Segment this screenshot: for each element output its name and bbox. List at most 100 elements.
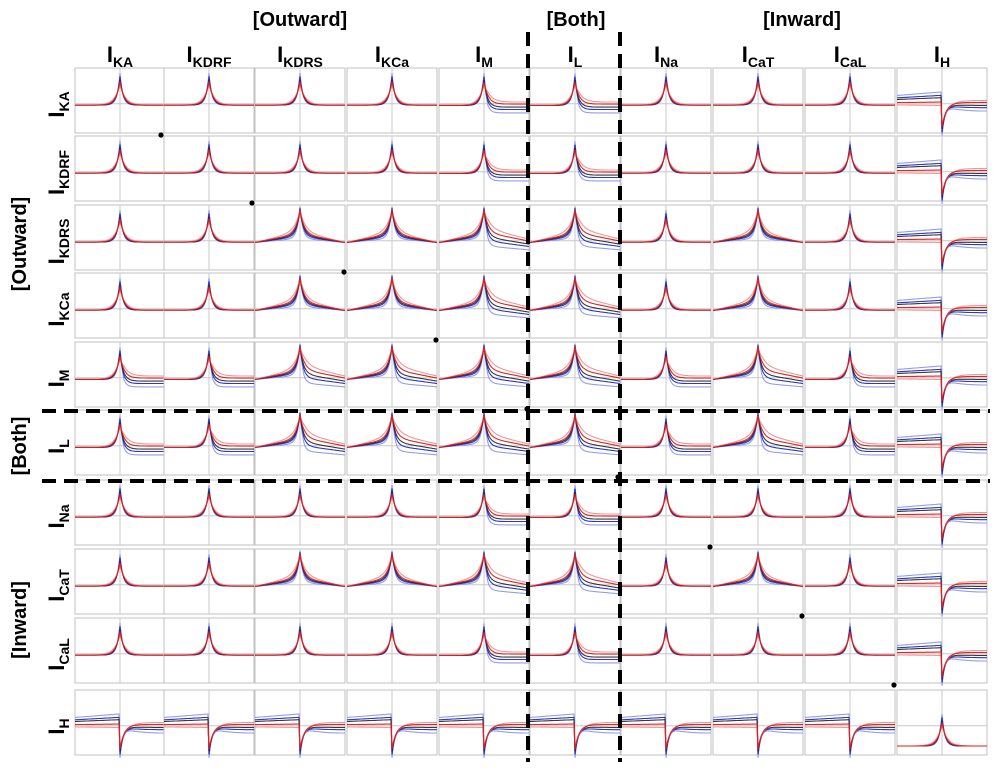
- panel-kdrf-ka: [74, 135, 166, 202]
- series-line-4: [75, 723, 165, 750]
- column-label-cal: ICaL: [834, 42, 867, 70]
- panel-na-l: [529, 479, 621, 546]
- col-group-label-both: [Both]: [547, 9, 606, 31]
- series-line-0: [896, 572, 987, 617]
- series-line-4: [164, 355, 254, 380]
- series-line-4: [164, 631, 254, 656]
- panel-m-l: [529, 341, 621, 408]
- series-line-4: [621, 81, 711, 106]
- panel-m-ka: [74, 341, 166, 408]
- panel-l-kca: [346, 409, 438, 476]
- series-line-4: [75, 81, 165, 106]
- column-label-cat: ICaT: [742, 42, 775, 70]
- panel-kca-cal: [804, 272, 896, 339]
- panel-l-cal: [804, 409, 896, 476]
- row-label-l: IL: [44, 439, 72, 454]
- series-line-4: [897, 582, 987, 609]
- panel-cat-na: [620, 548, 712, 615]
- series-line-0: [896, 159, 987, 204]
- group-dividers: [42, 32, 990, 762]
- column-label-m: IM: [475, 42, 493, 70]
- series-line-4: [529, 209, 621, 243]
- col-group-label-inward: [Inward]: [763, 9, 841, 31]
- series-line-4: [621, 218, 711, 243]
- series-line-1: [897, 436, 987, 475]
- series-line-1: [530, 716, 620, 755]
- series-line-4: [621, 286, 711, 311]
- series-line-4: [439, 149, 529, 174]
- series-line-1: [164, 716, 254, 755]
- panel-cal-m: [438, 617, 530, 684]
- panel-ka-kca: [346, 67, 438, 134]
- panel-cat-kca: [346, 548, 438, 615]
- series-line-0: [74, 713, 165, 758]
- row-label-cal: ICaL: [44, 638, 72, 671]
- series-line-4: [621, 149, 711, 174]
- series-line-0: [346, 713, 437, 758]
- panel-l-l: [529, 409, 621, 476]
- series-line-4: [164, 723, 254, 750]
- series-line-4: [347, 493, 437, 518]
- panel-cat-ka: [74, 548, 166, 615]
- series-line-2: [897, 302, 987, 335]
- panel-kca-m: [438, 272, 530, 339]
- row-label-kdrs: IKDRS: [44, 219, 72, 265]
- series-line-0: [438, 713, 529, 758]
- series-line-4: [529, 346, 621, 380]
- panel-ka-kdrs: [254, 67, 346, 134]
- series-line-4: [346, 553, 438, 587]
- series-line-4: [529, 553, 621, 587]
- panel-cat-cat: [712, 548, 804, 615]
- series-line-1: [255, 716, 345, 755]
- panel-na-kdrf: [163, 479, 255, 546]
- series-line-4: [805, 218, 895, 243]
- series-line-2: [897, 647, 987, 680]
- panel-ka-cal: [804, 67, 896, 134]
- panel-na-h: [896, 479, 988, 548]
- panel-cal-ka: [74, 617, 166, 684]
- panel-kdrs-l: [529, 204, 621, 271]
- panel-na-kca: [346, 479, 438, 546]
- series-line-4: [621, 355, 711, 380]
- series-line-4: [712, 414, 804, 448]
- series-line-4: [164, 493, 254, 518]
- panel-cal-l: [529, 617, 621, 684]
- panel-cal-cat: [712, 617, 804, 684]
- panel-m-cat: [712, 341, 804, 408]
- series-line-2: [75, 719, 165, 752]
- series-line-4: [347, 81, 437, 106]
- series-line-4: [439, 81, 529, 106]
- panel-h-ka: [74, 689, 166, 758]
- panel-h-cat: [712, 689, 804, 758]
- panel-kca-na: [620, 272, 712, 339]
- panel-kca-kdrs: [254, 272, 346, 339]
- series-line-2: [897, 509, 987, 542]
- series-line-4: [897, 513, 987, 540]
- panel-m-na: [620, 341, 712, 408]
- panel-ka-ka: [74, 67, 166, 134]
- diagonal-marker-cal: [891, 682, 897, 688]
- panel-na-kdrs: [254, 479, 346, 546]
- series-line-4: [347, 631, 437, 656]
- series-line-4: [530, 723, 620, 750]
- series-line-1: [897, 644, 987, 683]
- series-line-0: [712, 713, 803, 758]
- panel-h-kca: [346, 689, 438, 758]
- panel-m-h: [896, 341, 988, 410]
- series-line-0: [620, 713, 711, 758]
- series-line-4: [712, 346, 804, 380]
- panel-kdrf-l: [529, 135, 621, 202]
- series-line-4: [347, 723, 437, 750]
- series-line-1: [897, 299, 987, 338]
- series-line-0: [896, 641, 987, 686]
- panel-kdrs-kca: [346, 204, 438, 271]
- series-line-4: [75, 218, 165, 243]
- series-line-4: [255, 493, 345, 518]
- panel-kdrf-h: [896, 135, 988, 204]
- series-line-4: [805, 286, 895, 311]
- panel-h-kdrf: [163, 689, 255, 758]
- series-line-1: [347, 716, 437, 755]
- series-line-1: [439, 716, 529, 755]
- column-label-l: IL: [568, 42, 583, 70]
- panel-cal-kdrf: [163, 617, 255, 684]
